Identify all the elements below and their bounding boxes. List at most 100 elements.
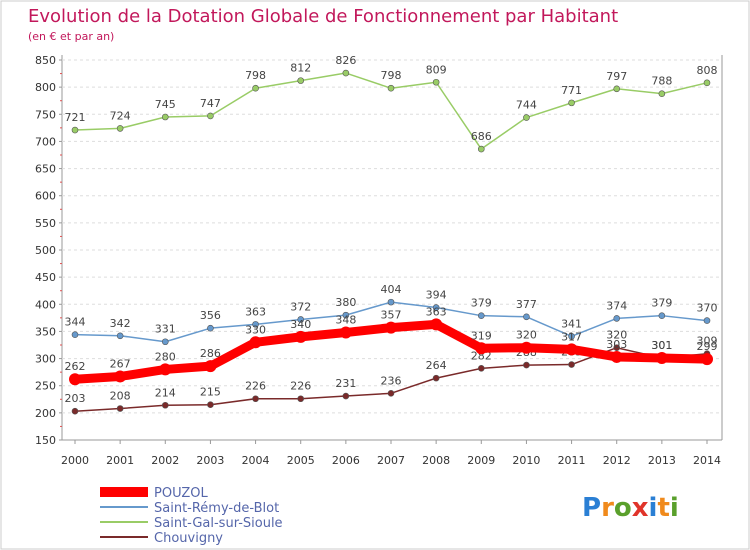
data-label: 721 (65, 111, 86, 124)
x-tick-label: 2006 (332, 454, 360, 467)
y-tick-label: 700 (35, 135, 56, 148)
y-tick-label: 800 (35, 81, 56, 94)
data-label: 826 (335, 54, 356, 67)
data-point (613, 85, 621, 93)
data-point (297, 316, 305, 323)
data-label: 236 (381, 374, 402, 387)
y-tick-label: 250 (35, 380, 56, 393)
data-point (387, 84, 395, 92)
data-label: 301 (651, 339, 672, 352)
data-label: 363 (426, 305, 447, 318)
x-tick-label: 2009 (467, 454, 495, 467)
data-point (116, 332, 124, 340)
data-point (565, 343, 578, 356)
legend: POUZOLSaint-Rémy-de-BlotSaint-Gal-sur-Si… (100, 486, 283, 546)
logo-letter: r (601, 493, 614, 523)
x-tick-label: 2010 (512, 454, 540, 467)
data-point (701, 353, 713, 366)
y-tick-label: 550 (35, 217, 56, 230)
data-label: 744 (516, 99, 537, 112)
data-point (475, 342, 488, 355)
data-label: 320 (606, 329, 627, 342)
data-label: 317 (561, 330, 582, 343)
data-label: 286 (200, 347, 221, 360)
data-point (520, 341, 533, 354)
data-label: 341 (561, 317, 582, 330)
data-label: 812 (290, 62, 311, 75)
data-point (658, 312, 666, 319)
data-point (613, 344, 621, 352)
data-point (568, 99, 575, 107)
plot-area: 150 200 250 300 350 400 450 500 550 600 650 700 750 8… (35, 54, 723, 467)
x-tick-label: 2012 (603, 454, 631, 467)
data-label: 374 (606, 299, 627, 312)
data-point (523, 361, 530, 369)
data-label: 331 (155, 323, 176, 336)
data-point (116, 405, 124, 412)
data-label: 264 (426, 359, 447, 372)
legend-item: Saint-Rémy-de-Blot (100, 501, 279, 516)
data-label: 303 (606, 338, 627, 351)
chart-title: Evolution de la Dotation Globale de Fonc… (28, 6, 618, 27)
data-label: 809 (426, 63, 447, 76)
y-tick-label: 500 (35, 244, 56, 257)
data-label: 377 (516, 298, 537, 311)
data-label: 379 (471, 297, 492, 310)
data-point (613, 315, 621, 322)
data-label: 309 (697, 335, 718, 348)
legend-label: POUZOL (154, 486, 208, 501)
data-point (342, 311, 350, 319)
data-label: 214 (155, 386, 176, 399)
data-point (114, 370, 127, 383)
data-point (432, 374, 440, 382)
x-tick-label: 2008 (422, 454, 450, 467)
data-point (116, 125, 124, 132)
data-label: 745 (155, 98, 176, 111)
logo-text: Proxiti (582, 493, 679, 523)
y-tick-label: 750 (35, 108, 56, 121)
data-point (207, 112, 214, 120)
x-tick-label: 2014 (693, 454, 721, 467)
data-point (252, 321, 259, 328)
data-label: 404 (381, 283, 402, 296)
data-label: 370 (697, 302, 718, 315)
legend-item: Saint-Gal-sur-Sioule (100, 516, 283, 531)
data-point (207, 324, 214, 332)
x-tick-label: 2004 (242, 454, 270, 467)
data-point (477, 312, 485, 319)
data-label: 267 (110, 357, 131, 370)
logo-letter: i (670, 493, 679, 523)
data-point (432, 304, 440, 311)
series-line (74, 72, 708, 150)
proxiti-logo: Proxiti (582, 493, 679, 523)
logo-letter: x (632, 493, 649, 523)
data-point (71, 126, 79, 134)
y-tick-label: 400 (35, 298, 56, 311)
data-label: 798 (381, 69, 402, 82)
data-label: 231 (335, 377, 356, 390)
chart-subtitle: (en € et par an) (28, 30, 114, 43)
data-label: 301 (651, 339, 672, 352)
data-point (161, 401, 169, 409)
legend-item: Chouvigny (100, 531, 223, 546)
data-label: 363 (245, 305, 266, 318)
logo-letter: P (582, 493, 601, 523)
data-label: 299 (697, 340, 718, 353)
data-label: 280 (155, 350, 176, 363)
data-label: 771 (561, 84, 582, 97)
data-point (568, 333, 575, 340)
x-tick-label: 2002 (151, 454, 179, 467)
y-tick-label: 850 (35, 54, 56, 67)
data-point (71, 331, 79, 338)
data-point (249, 336, 262, 349)
data-point (523, 313, 530, 321)
logo-letter: t (657, 493, 669, 523)
y-tick-label: 600 (35, 190, 56, 203)
x-tick-label: 2001 (106, 454, 134, 467)
data-label: 788 (651, 75, 672, 88)
data-point (430, 318, 443, 331)
data-point (339, 326, 352, 339)
